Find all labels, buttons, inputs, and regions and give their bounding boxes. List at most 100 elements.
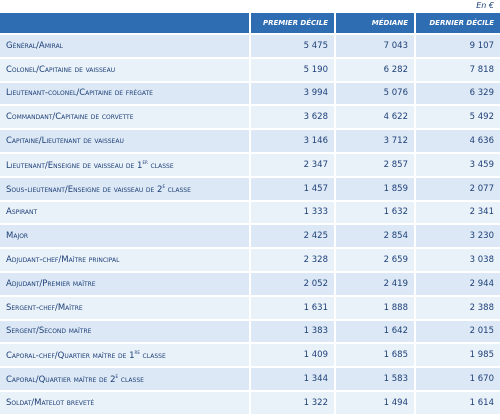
value-cell: 5 076 [334, 80, 415, 106]
label-text: Adjudant-chef/Maître principal [6, 255, 120, 266]
value-cell: 3 146 [249, 128, 335, 153]
value-cell: 7 818 [414, 56, 500, 82]
row-label: Caporal-chef/Quartier maître de 1re clas… [0, 342, 250, 368]
row-label: Capitaine/Lieutenant de vaisseau [0, 128, 250, 153]
value-cell: 3 038 [414, 247, 500, 272]
table-row: Soldat/Matelot breveté 1 322 1 494 1 614 [0, 389, 500, 414]
table-row: Sergent/Second maître 1 383 1 642 2 015 [0, 318, 500, 344]
row-label: Caporal/Quartier maître de 2e classe [0, 366, 250, 391]
label-text: Sous-lieutenant/Enseigne de vaisseau de … [6, 184, 163, 195]
value-cell: 1 583 [334, 366, 415, 391]
row-label: Soldat/Matelot breveté [0, 389, 250, 414]
label-text: Soldat/Matelot breveté [6, 397, 95, 408]
value-cell: 2 347 [249, 151, 335, 177]
row-label: Lieutenant/Enseigne de vaisseau de 1er c… [0, 151, 250, 177]
value-cell: 2 944 [414, 270, 500, 296]
label-text: classe [139, 351, 166, 362]
table-row: Major 2 425 2 854 3 230 [0, 223, 500, 249]
header-cell [0, 13, 250, 34]
label-text: Lieutenant-colonel/Capitaine de frégate [6, 88, 153, 99]
row-label: Colonel/Capitaine de vaisseau [0, 56, 250, 82]
table-row: Caporal/Quartier maître de 2e classe 1 34… [0, 366, 500, 391]
value-cell: 2 077 [414, 175, 500, 201]
label-text: classe [164, 184, 191, 195]
label-text: Colonel/Capitaine de vaisseau [6, 64, 116, 75]
value-cell: 7 043 [334, 33, 415, 58]
value-cell: 1 888 [334, 294, 415, 320]
value-cell: 6 329 [414, 80, 500, 106]
row-label: Adjudant-chef/Maître principal [0, 247, 250, 272]
value-cell: 2 659 [334, 247, 415, 272]
value-cell: 1 344 [249, 366, 335, 391]
value-cell: 1 859 [334, 175, 415, 201]
value-cell: 1 322 [249, 389, 335, 414]
column-header: MÉDIANE [334, 13, 415, 34]
row-label: Général/Amiral [0, 33, 250, 58]
value-cell: 3 628 [249, 104, 335, 130]
label-text: classe [147, 160, 174, 171]
value-cell: 1 642 [334, 318, 415, 344]
value-cell: 3 712 [334, 128, 415, 153]
unit-label: En € [476, 1, 494, 10]
table-row: Adjudant-chef/Maître principal 2 328 2 659… [0, 247, 500, 272]
value-cell: 1 494 [334, 389, 415, 414]
value-cell: 5 475 [249, 33, 335, 58]
label-text: Major [6, 231, 29, 242]
superscript: re [134, 349, 140, 357]
value-cell: 5 190 [249, 56, 335, 82]
value-cell: 2 328 [249, 247, 335, 272]
value-cell: 2 388 [414, 294, 500, 320]
column-header: PREMIER DÉCILE [249, 13, 335, 34]
value-cell: 4 636 [414, 128, 500, 153]
value-cell: 2 425 [249, 223, 335, 249]
column-header: DERNIER DÉCILE [414, 13, 500, 34]
label-text: Caporal-chef/Quartier maître de 1 [6, 351, 135, 362]
label-text: Capitaine/Lieutenant de vaisseau [6, 136, 124, 147]
value-cell: 4 622 [334, 104, 415, 130]
table-row: Commandant/Capitaine de corvette 3 628 4 6… [0, 104, 500, 130]
value-cell: 1 457 [249, 175, 335, 201]
label-text: Sergent-chef/Maître [6, 302, 83, 313]
row-label: Sergent-chef/Maître [0, 294, 250, 320]
label-text: classe [118, 374, 144, 385]
label-text: Commandant/Capitaine de corvette [6, 112, 134, 123]
table-row: Sergent-chef/Maître 1 631 1 888 2 388 [0, 294, 500, 320]
table-row: Colonel/Capitaine de vaisseau 5 190 6 282 7… [0, 56, 500, 82]
table-row: Capitaine/Lieutenant de vaisseau 3 146 3 7… [0, 128, 500, 153]
value-cell: 1 614 [414, 389, 500, 414]
value-cell: 1 409 [249, 342, 335, 368]
header-row: PREMIER DÉCILE MÉDIANE DERNIER DÉCILE [0, 13, 500, 34]
label-text: Sergent/Second maître [6, 326, 92, 337]
superscript: er [142, 158, 148, 166]
label-text: Aspirant [6, 207, 38, 218]
row-label: Sergent/Second maître [0, 318, 250, 344]
label-text: Lieutenant/Enseigne de vaisseau de 1 [6, 160, 143, 171]
row-label: Adjudant/Premier maître [0, 270, 250, 296]
row-label: Lieutenant-colonel/Capitaine de frégate [0, 80, 250, 106]
table-row: Lieutenant-colonel/Capitaine de frégate 3… [0, 80, 500, 106]
value-cell: 5 492 [414, 104, 500, 130]
value-cell: 2 419 [334, 270, 415, 296]
value-cell: 2 015 [414, 318, 500, 344]
table-row: Général/Amiral 5 475 7 043 9 107 [0, 33, 500, 58]
label-text: Général/Amiral [6, 40, 64, 51]
label-text: Adjudant/Premier maître [6, 278, 96, 289]
row-label: Aspirant [0, 199, 250, 225]
value-cell: 1 632 [334, 199, 415, 225]
value-cell: 1 383 [249, 318, 335, 344]
table-row: Lieutenant/Enseigne de vaisseau de 1er c… [0, 151, 500, 177]
value-cell: 3 459 [414, 151, 500, 177]
value-cell: 1 631 [249, 294, 335, 320]
value-cell: 6 282 [334, 56, 415, 82]
value-cell: 1 685 [334, 342, 415, 368]
table-row: Aspirant 1 333 1 632 2 341 [0, 199, 500, 225]
superscript: e [162, 182, 165, 190]
value-cell: 1 985 [414, 342, 500, 368]
salary-table: PREMIER DÉCILE MÉDIANE DERNIER DÉCILE Géné… [0, 13, 500, 414]
value-cell: 2 854 [334, 223, 415, 249]
row-label: Major [0, 223, 250, 249]
value-cell: 2 857 [334, 151, 415, 177]
table-row: Adjudant/Premier maître 2 052 2 419 2 944 [0, 270, 500, 296]
table-row: Sous-lieutenant/Enseigne de vaisseau de … [0, 175, 500, 201]
